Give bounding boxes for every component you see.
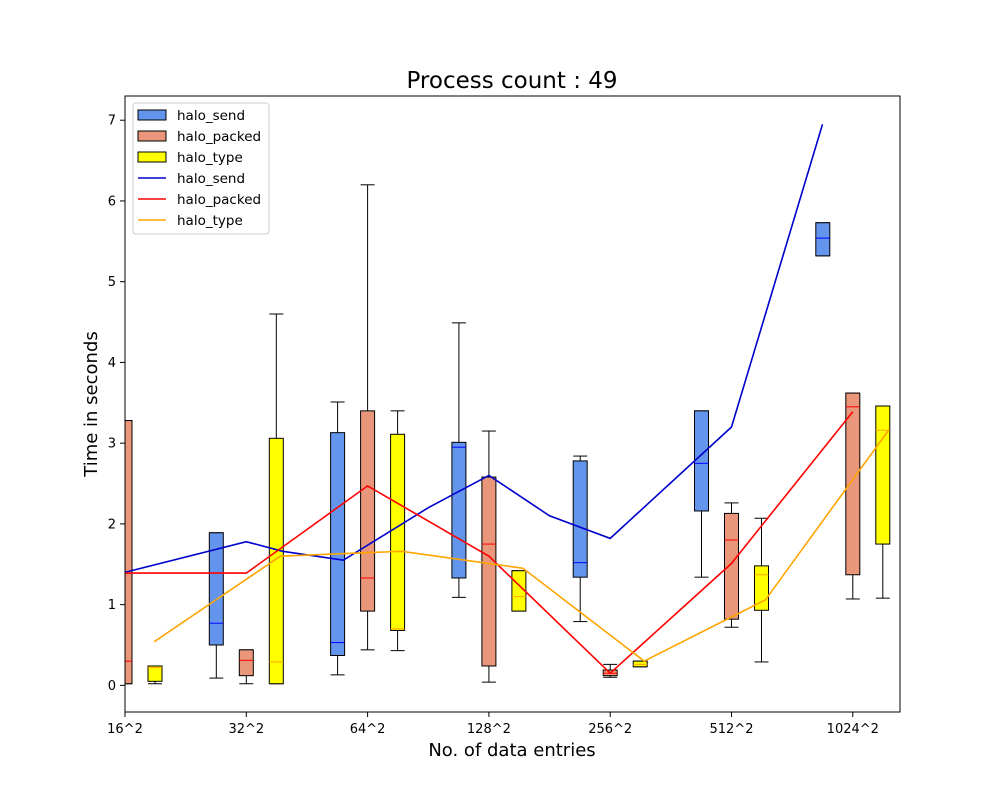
series-line-halo_packed [125, 411, 854, 675]
legend-label: halo_send [177, 108, 245, 124]
box-halo_packed-6 [845, 392, 861, 600]
box-halo_packed-1 [238, 649, 254, 685]
x-tick-label: 64^2 [350, 722, 386, 737]
y-tick-label: 7 [108, 114, 116, 129]
box-body [268, 437, 284, 685]
legend-label: halo_packed [177, 129, 261, 145]
x-axis-label: No. of data entries [428, 740, 595, 761]
legend-label: halo_send [177, 171, 245, 187]
box-body [875, 405, 891, 545]
box-halo_send-2 [330, 401, 346, 676]
box-halo_send-1 [208, 532, 224, 679]
x-tick-label: 16^2 [107, 722, 143, 737]
box-halo_packed-5 [724, 502, 739, 628]
x-tick-label: 1024^2 [827, 722, 879, 737]
box-body [238, 649, 254, 677]
legend-patch-halo_type [137, 151, 167, 163]
box-body [724, 512, 739, 620]
plot-marks [125, 124, 891, 685]
box-halo_packed-3 [481, 430, 497, 683]
box-body [360, 410, 376, 612]
legend-label: halo_type [177, 213, 243, 229]
y-tick-label: 5 [108, 275, 116, 290]
box-body [208, 532, 224, 646]
box-halo_packed-0 [125, 420, 133, 685]
box-body [147, 665, 163, 682]
series-line-halo_send [125, 124, 824, 574]
legend-patch-halo_packed [137, 130, 167, 142]
series-line-halo_type [153, 428, 890, 663]
box-body [815, 222, 831, 257]
y-tick-label: 0 [108, 679, 116, 694]
box-halo_type-0 [147, 665, 163, 685]
box-halo_packed-2 [360, 184, 376, 651]
x-tick-label: 32^2 [228, 722, 264, 737]
box-halo_send-3 [451, 322, 467, 598]
box-body [845, 392, 861, 576]
box-halo_type-6 [875, 405, 891, 599]
box-halo_packed-4 [602, 663, 618, 678]
chart-title: Process count : 49 [406, 68, 617, 94]
box-halo_type-4 [632, 660, 648, 668]
box-halo_send-5 [694, 410, 709, 578]
box-body [390, 433, 406, 631]
x-tick-label: 128^2 [467, 722, 511, 737]
y-tick-label: 4 [108, 356, 116, 371]
box-body [125, 420, 133, 685]
y-tick-label: 2 [108, 517, 116, 532]
x-tick-label: 512^2 [710, 722, 754, 737]
box-halo_type-5 [754, 517, 769, 663]
y-tick-label: 6 [108, 194, 116, 209]
legend: halo_sendhalo_packedhalo_typehalo_sendha… [132, 102, 270, 235]
legend-frame [132, 102, 270, 235]
box-body [451, 441, 467, 579]
plot-frame [124, 95, 901, 713]
box-body [572, 460, 588, 578]
x-tick-label: 256^2 [588, 722, 632, 737]
plot-area: 0 1 2 3 4 5 6 7 16^2 32^2 64^2 128^2 256^2 512^2 1024^… [107, 95, 901, 737]
y-tick-label: 3 [108, 437, 116, 452]
legend-patch-halo_send [137, 109, 167, 121]
box-halo_send-6 [815, 222, 831, 257]
y-axis-label: Time in seconds [81, 331, 102, 477]
box-body [330, 432, 346, 656]
legend-label: halo_packed [177, 192, 261, 208]
box-halo_send-4 [572, 455, 588, 623]
box-body [694, 410, 709, 512]
box-halo_type-1 [268, 313, 284, 685]
box-body [481, 476, 497, 667]
legend-label: halo_type [177, 150, 243, 166]
box-halo_type-2 [390, 410, 406, 652]
y-tick-label: 1 [108, 598, 116, 613]
